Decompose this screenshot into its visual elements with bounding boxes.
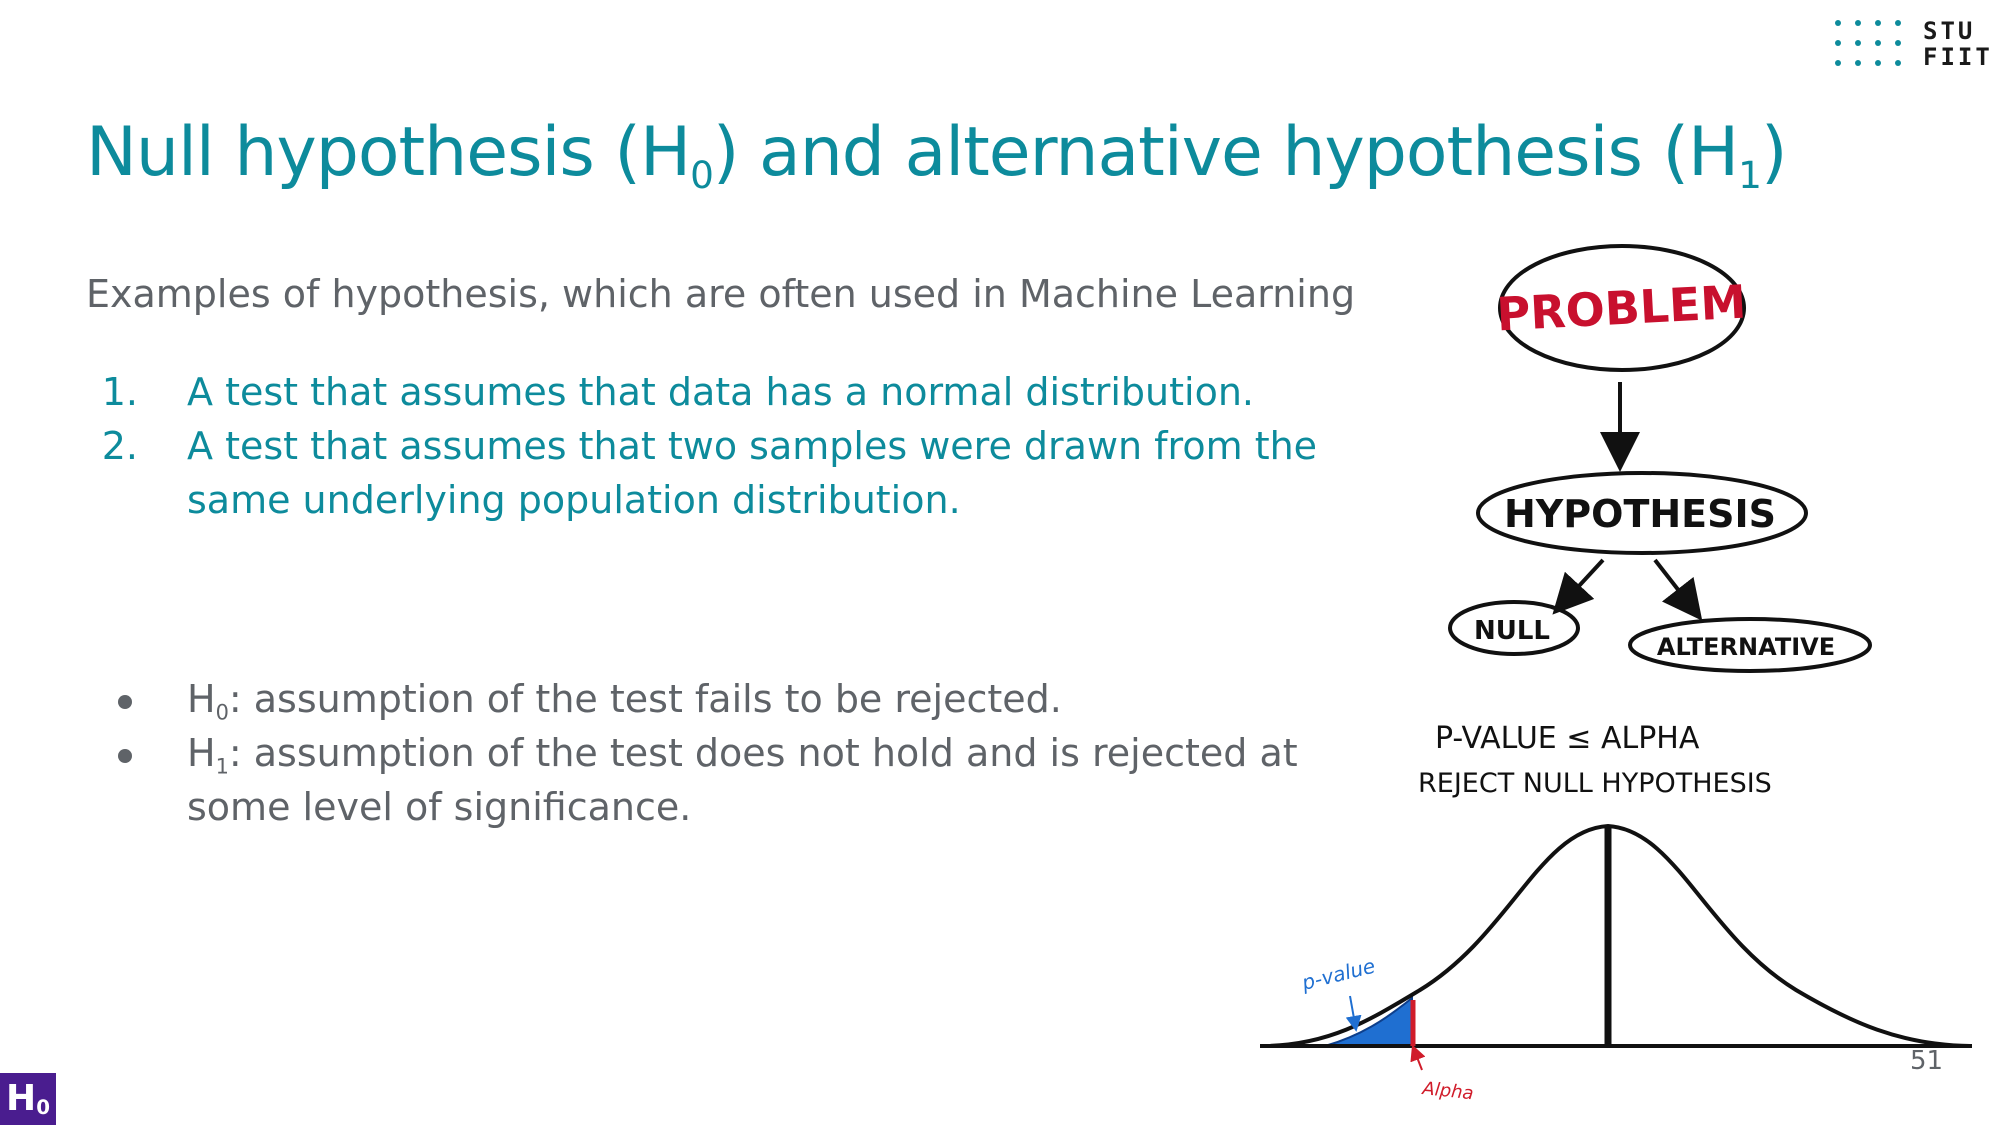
- bullet-subscript: 0: [215, 700, 229, 725]
- bullet-item: H0: assumption of the test fails to be r…: [86, 672, 1346, 726]
- normal-curve: [1264, 823, 1971, 1048]
- bullet-dot: [118, 695, 132, 709]
- list-number: 2.: [101, 424, 138, 468]
- list-item-text: A test that assumes that data has a norm…: [187, 370, 1255, 414]
- alternative-label: ALTERNATIVE: [1657, 633, 1835, 661]
- null-label: NULL: [1474, 616, 1550, 646]
- rule-line-2: REJECT NULL HYPOTHESIS: [1418, 768, 1772, 799]
- slide-title: Null hypothesis (H0) and alternative hyp…: [86, 108, 1788, 198]
- bullet-subscript: 1: [215, 754, 229, 779]
- title-subscript-0: 0: [690, 153, 714, 198]
- intro-text: Examples of hypothesis, which are often …: [86, 272, 1356, 316]
- list-number: 1.: [101, 370, 138, 414]
- hypothesis-definitions-list: H0: assumption of the test fails to be r…: [86, 672, 1346, 834]
- bullet-item: H1: assumption of the test does not hold…: [86, 726, 1346, 834]
- p-value-area: [1324, 995, 1413, 1047]
- alternative-ellipse: [1628, 617, 1872, 673]
- badge-subscript: 0: [36, 1095, 50, 1119]
- p-value-arrow: [1345, 995, 1362, 1032]
- bullet-prefix: H: [187, 677, 216, 721]
- alpha-label: Alpha: [1420, 1078, 1474, 1104]
- logo-dot-grid: [1835, 20, 1907, 72]
- title-part-1: Null hypothesis (H: [86, 113, 691, 192]
- p-value-label: p-value: [1298, 954, 1377, 996]
- hypothesis-test-illustration: PROBLEM HYPOTHESIS NULL ALTERNATIVE P-VA…: [1260, 244, 1972, 1104]
- bullet-text: : assumption of the test does not hold a…: [187, 731, 1298, 829]
- null-ellipse: [1448, 600, 1580, 656]
- title-part-3: ): [1760, 113, 1788, 192]
- list-item: 2. A test that assumes that two samples …: [86, 419, 1386, 527]
- title-subscript-1: 1: [1738, 153, 1762, 198]
- stu-fiit-logo: STU FIIT: [1835, 16, 2000, 76]
- rule-line-1: P-VALUE ≤ ALPHA: [1435, 721, 1700, 756]
- logo-line-1: STU: [1923, 17, 1976, 45]
- bullet-prefix: H: [187, 731, 216, 775]
- page-number: 51: [1910, 1046, 1944, 1076]
- hypothesis-ellipse: [1476, 471, 1808, 555]
- problem-label: PROBLEM: [1495, 275, 1747, 342]
- badge-letter: H: [6, 1078, 37, 1119]
- list-item-text: A test that assumes that two samples wer…: [187, 424, 1318, 522]
- logo-line-2: FIIT: [1923, 43, 1993, 71]
- alpha-arrow: [1410, 1044, 1426, 1071]
- h0-badge: H0: [0, 1073, 56, 1125]
- hypothesis-examples-list: 1. A test that assumes that data has a n…: [86, 365, 1386, 527]
- hypothesis-label: HYPOTHESIS: [1504, 492, 1776, 536]
- problem-ellipse: [1498, 244, 1746, 372]
- hypothesis-to-alternative-arrow: [1653, 558, 1703, 621]
- bullet-text: : assumption of the test fails to be rej…: [228, 677, 1062, 721]
- bullet-dot: [118, 749, 132, 763]
- title-part-2: ) and alternative hypothesis (H: [712, 113, 1739, 192]
- list-item: 1. A test that assumes that data has a n…: [86, 365, 1386, 419]
- hypothesis-to-null-arrow: [1552, 558, 1605, 615]
